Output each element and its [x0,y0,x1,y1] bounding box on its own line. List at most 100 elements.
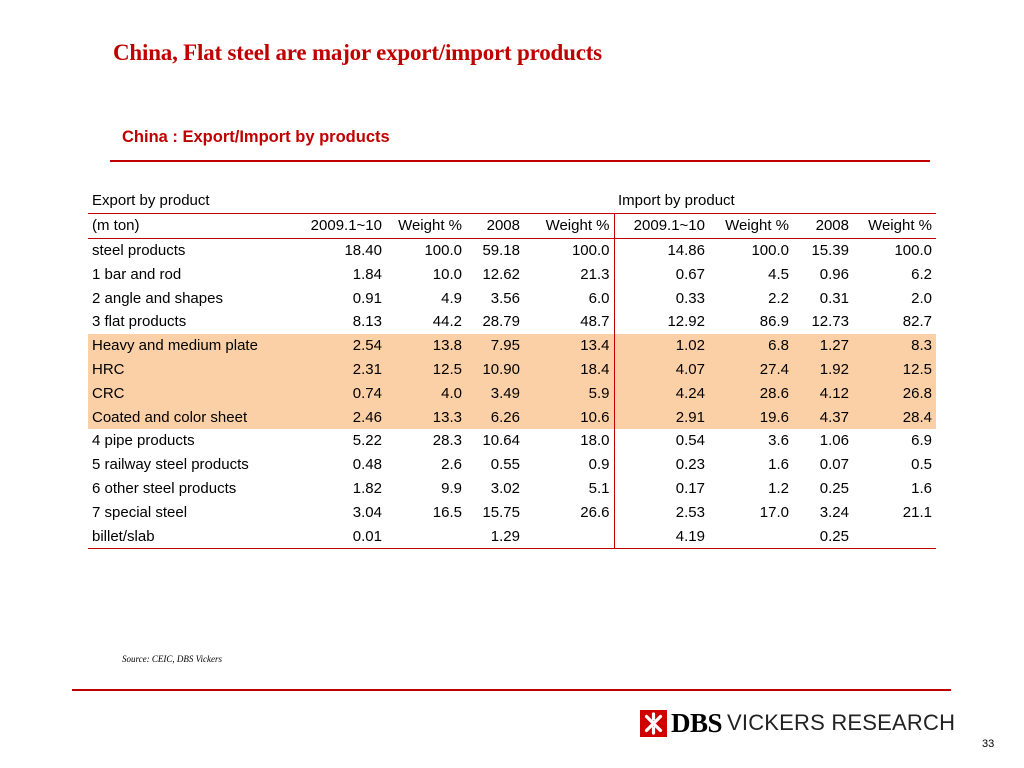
table-cell: 3.56 [490,289,520,307]
table-cell: 10.6 [524,405,615,429]
table-row: 5 railway steel products 0.48 2.6 0.55 0.9 0.… [88,452,936,477]
column-header-import-2008: 2008 [793,213,853,239]
table-cell: 0.67 [675,265,705,283]
table-cell: 0.07 [819,456,849,474]
table-cell: 28.79 [482,313,520,331]
table-cell: 12.5 [386,357,466,382]
table-cell: 82.7 [902,313,932,331]
table-cell: 0.74 [293,381,386,406]
table-row: steel products 18.40 100.0 59.18 100.0 14.86 1… [88,238,936,263]
slide-title: China, Flat steel are major export/impor… [113,40,602,65]
table-cell: 4.0 [386,381,466,406]
table-body: Export by product Import by product (m t… [88,189,936,549]
table-row: 6 other steel products 1.82 9.9 3.02 5.1 0.17… [88,476,936,501]
table-cell: 2.91 [614,405,709,429]
table-cell: 2.0 [911,289,932,307]
table-cell: 26.6 [524,500,615,525]
table-cell: 27.4 [709,357,793,382]
column-header-import-weight-2008: Weight % [853,213,936,239]
table-cell: 1.84 [352,265,382,283]
row-label: billet/slab [88,524,293,549]
subtitle-divider [110,160,930,162]
table-cell: 2.53 [675,503,705,521]
row-label: 2 angle and shapes [92,289,223,307]
table-cell: 100.0 [894,241,932,259]
table-cell: 13.3 [386,405,466,429]
table-cell: 0.48 [352,456,382,474]
table-cell: 15.75 [482,503,520,521]
column-header-row: (m ton) 2009.1~10 Weight % 2008 Weight %… [88,213,936,239]
row-label: 4 pipe products [92,432,195,450]
column-header-import-2009: 2009.1~10 [614,213,709,239]
row-label: steel products [92,241,186,259]
table-cell: 15.39 [811,241,849,259]
table-cell: 4.24 [614,381,709,406]
row-label: 7 special steel [92,503,188,521]
table-cell: 59.18 [482,241,520,259]
table-cell: 8.3 [853,333,936,358]
table-cell [853,524,936,549]
table-cell: 18.0 [524,428,615,453]
logo-brand-text: DBS [671,707,723,738]
table-cell: 9.9 [441,479,462,497]
table-cell: 6.8 [709,333,793,358]
table-cell: 13.8 [386,333,466,358]
table-cell: 1.29 [466,524,524,549]
table-row: Heavy and medium plate 2.54 13.8 7.95 13.4 1.… [88,333,936,358]
table-row: 2 angle and shapes 0.91 4.9 3.56 6.0 0.33 2.2 0… [88,286,936,310]
table-cell: 3.04 [352,503,382,521]
table-cell: 28.6 [709,381,793,406]
table-cell: 0.25 [819,479,849,497]
table-row: 7 special steel 3.04 16.5 15.75 26.6 2.53 17.0… [88,500,936,525]
column-header-export-weight-2009: Weight % [386,213,466,239]
footer-divider [72,689,951,691]
table-cell: 6.9 [911,432,932,450]
column-header-export-weight-2008: Weight % [524,213,615,239]
table-cell: 100.0 [524,238,615,263]
source-note: Source: CEIC, DBS Vickers [122,654,222,664]
table-cell [709,524,793,549]
column-header-export-2009: 2009.1~10 [293,213,386,239]
table-row: CRC 0.74 4.0 3.49 5.9 4.24 28.6 4.12 26.8 [88,381,936,406]
row-label: Coated and color sheet [88,405,293,429]
table-cell: 21.1 [902,503,932,521]
table-cell: 8.13 [352,313,382,331]
table-cell: 1.6 [911,479,932,497]
table-cell: 6.26 [466,405,524,429]
table-cell: 2.31 [293,357,386,382]
table-cell: 2.6 [441,456,462,474]
table-cell: 4.12 [793,381,853,406]
table-row: HRC 2.31 12.5 10.90 18.4 4.07 27.4 1.92 12.5 [88,357,936,382]
table-cell: 100.0 [751,241,789,259]
import-group-header: Import by product [614,189,936,214]
table-row: 3 flat products 8.13 44.2 28.79 48.7 12.92 86.… [88,309,936,334]
table-cell: 10.64 [482,432,520,450]
row-label: 5 railway steel products [92,456,249,474]
table-cell: 4.9 [441,289,462,307]
table-cell: 16.5 [432,503,462,521]
table-cell: 14.86 [667,241,705,259]
table-cell: 2.2 [768,289,789,307]
row-label: 1 bar and rod [92,265,182,283]
table-cell: 3.6 [768,432,789,450]
table-cell: 13.4 [524,333,615,358]
table-cell: 4.5 [768,265,789,283]
column-header-import-weight-2009: Weight % [709,213,793,239]
table-cell: 6.2 [911,265,932,283]
table-cell: 3.02 [490,479,520,497]
table-cell: 6.0 [524,286,615,310]
table-row: 1 bar and rod 1.84 10.0 12.62 21.3 0.67 4.5 0.9… [88,262,936,287]
export-group-header: Export by product [88,189,614,214]
table-row: Coated and color sheet 2.46 13.3 6.26 10.6 2.… [88,405,936,429]
table-cell: 0.23 [675,456,705,474]
table-cell: 5.9 [524,381,615,406]
table-cell: 0.55 [490,456,520,474]
table-cell: 12.5 [853,357,936,382]
table-cell: 4.19 [614,524,709,549]
column-header-export-2008: 2008 [466,213,524,239]
table-cell: 1.27 [793,333,853,358]
table-cell: 1.06 [819,432,849,450]
table-cell [386,524,466,549]
dbs-star-icon [640,709,667,737]
table-cell: 10.90 [466,357,524,382]
